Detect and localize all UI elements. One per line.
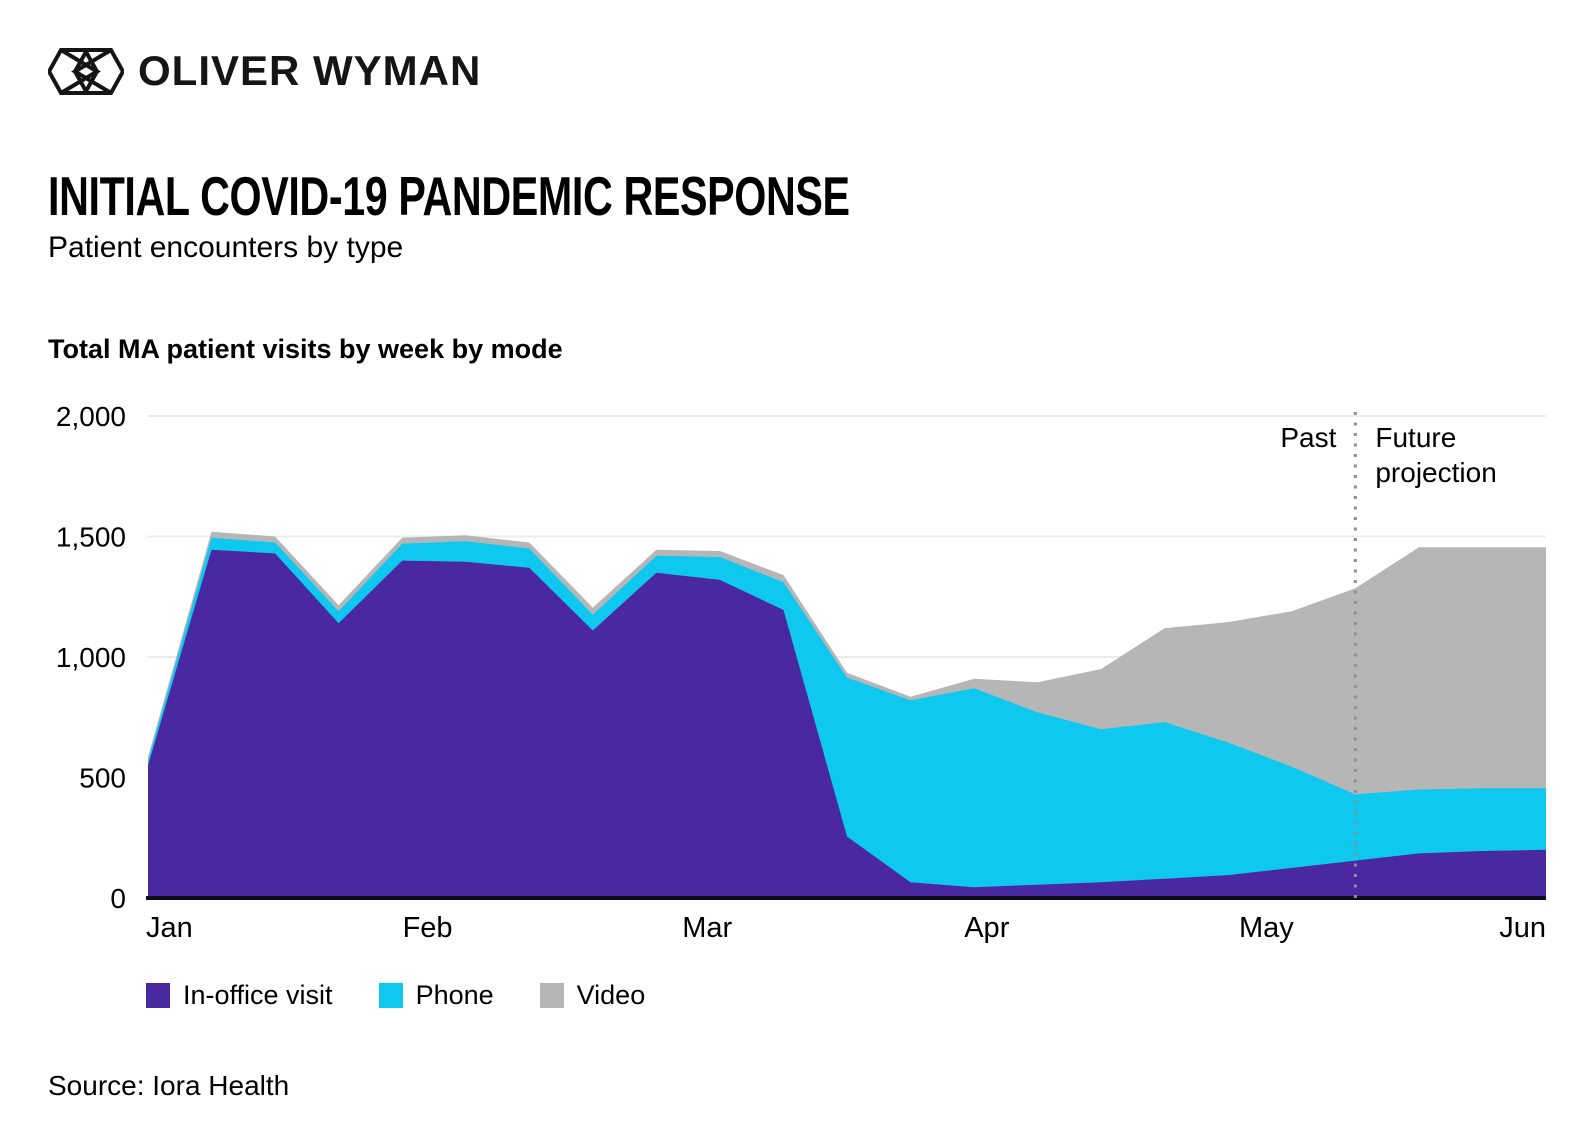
legend-item-in-office: In-office visit xyxy=(146,980,333,1011)
oliver-wyman-logo-mark xyxy=(48,47,124,95)
legend-label-video: Video xyxy=(576,980,646,1010)
chart-title: Total MA patient visits by week by mode xyxy=(48,334,563,364)
legend-item-phone: Phone xyxy=(378,980,494,1011)
video-swatch xyxy=(539,983,564,1008)
x-tick-label-feb: Feb xyxy=(403,912,453,944)
y-tick-label-2000: 2,000 xyxy=(56,401,126,432)
x-tick-label-apr: Apr xyxy=(964,912,1009,944)
report-title: INITIAL COVID-19 PANDEMIC RESPONSE xyxy=(48,165,850,227)
oliver-wyman-wordmark: OLIVER WYMAN xyxy=(138,47,482,94)
legend-item-video: Video xyxy=(539,980,646,1011)
area-in-office-visit xyxy=(148,549,1546,898)
source-note: Source: Iora Health xyxy=(48,1070,290,1101)
y-tick-label-1500: 1,500 xyxy=(56,522,126,553)
x-tick-label-jun: Jun xyxy=(1499,912,1546,944)
x-tick-label-may: May xyxy=(1239,912,1294,944)
future-projection-label-line2: projection xyxy=(1375,457,1496,488)
report-subtitle: Patient encounters by type xyxy=(48,231,404,264)
legend-label-in-office: In-office visit xyxy=(183,980,333,1010)
oliver-wyman-logo: OLIVER WYMAN xyxy=(48,47,481,95)
in-office-swatch xyxy=(146,983,170,1008)
legend-label-phone: Phone xyxy=(415,980,494,1010)
x-tick-label-mar: Mar xyxy=(682,912,732,944)
y-tick-label-0: 0 xyxy=(110,883,126,914)
x-tick-label-jan: Jan xyxy=(146,912,193,944)
chart-legend: In-office visit Phone Video xyxy=(146,980,645,1011)
y-tick-label-1000: 1,000 xyxy=(56,642,126,673)
future-projection-label-line1: Future xyxy=(1375,422,1456,453)
past-label: Past xyxy=(1280,422,1336,453)
y-tick-label-500: 500 xyxy=(79,763,126,794)
phone-swatch xyxy=(378,983,403,1008)
